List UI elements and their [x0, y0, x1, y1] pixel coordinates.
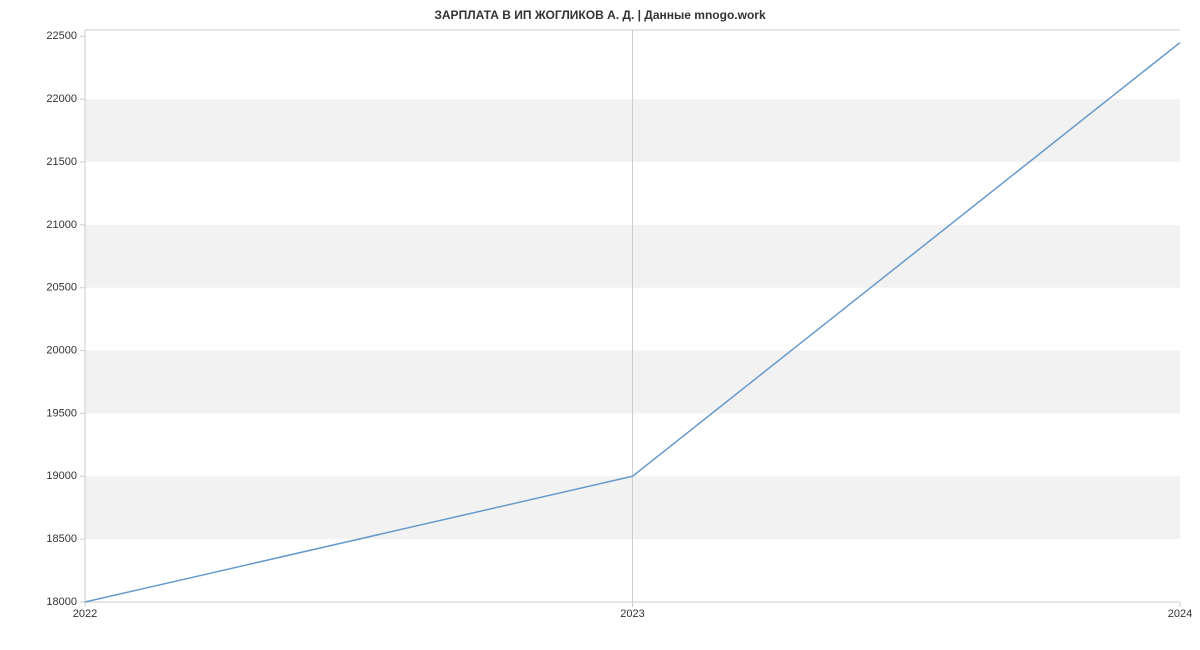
x-tick-label: 2024 — [1168, 608, 1192, 620]
y-tick-label: 21000 — [46, 219, 77, 231]
y-tick-label: 18500 — [46, 533, 77, 545]
y-tick-label: 20500 — [46, 282, 77, 294]
chart-svg: 18000 18500 19000 19500 20000 20500 21000 21500… — [0, 0, 1200, 650]
x-tick-label: 2023 — [620, 608, 644, 620]
y-tick-label: 19500 — [46, 407, 77, 419]
y-tick-label: 20000 — [46, 344, 77, 356]
chart-container: ЗАРПЛАТА В ИП ЖОГЛИКОВ А. Д. | Данные mn… — [0, 0, 1200, 650]
y-tick-label: 19000 — [46, 470, 77, 482]
x-tick-label: 2022 — [73, 608, 97, 620]
y-tick-label: 22000 — [46, 93, 77, 105]
y-tick-label: 22500 — [46, 30, 77, 42]
y-tick-label: 21500 — [46, 156, 77, 168]
y-tick-label: 18000 — [46, 596, 77, 608]
